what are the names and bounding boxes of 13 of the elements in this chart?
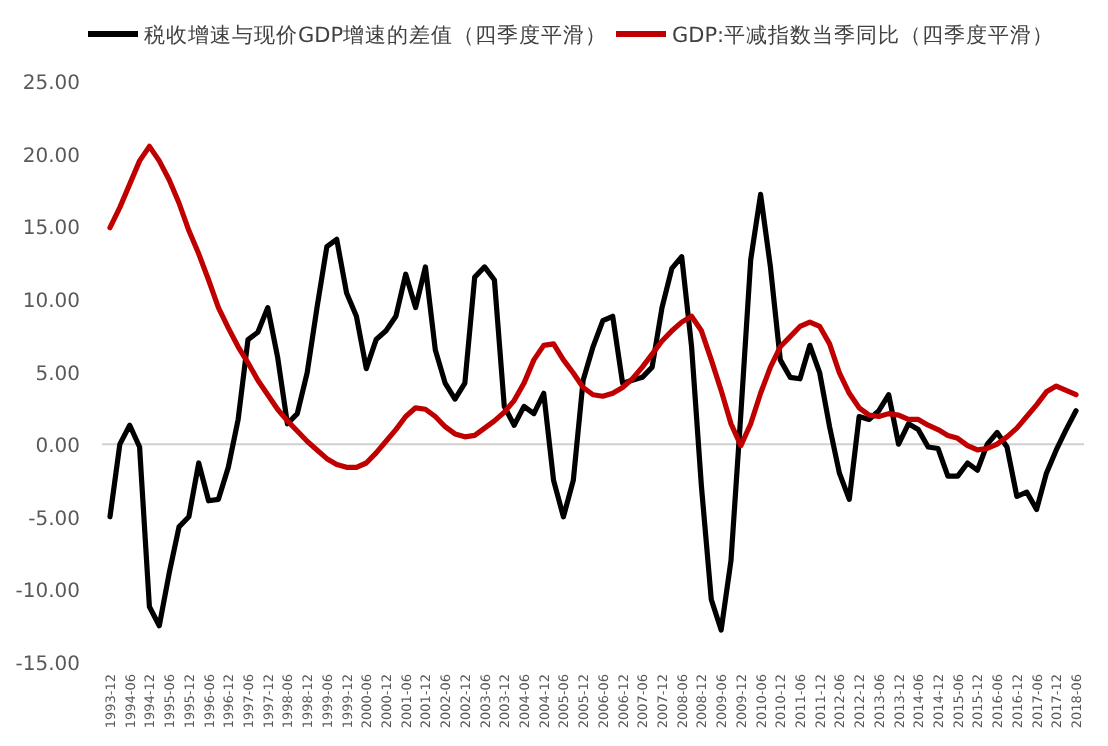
legend-label: GDP:平减指数当季同比（四季度平滑） xyxy=(672,22,1055,48)
y-tick-label: 25.00 xyxy=(22,73,80,95)
y-tick-label: 0.00 xyxy=(35,436,80,459)
y-tick-label: 15.00 xyxy=(22,218,80,241)
line-series xyxy=(107,143,1079,470)
y-tick-label: -10.00 xyxy=(15,581,80,604)
y-tick-label: 20.00 xyxy=(22,145,80,168)
y-tick-label: -5.00 xyxy=(28,508,80,531)
line-series xyxy=(107,191,1079,633)
y-tick-label: -15.00 xyxy=(15,654,80,676)
y-tick-label: 10.00 xyxy=(22,290,80,313)
legend-label: 税收增速与现价GDP增速的差值（四季度平滑） xyxy=(144,22,608,48)
y-tick-label: 5.00 xyxy=(35,363,80,386)
